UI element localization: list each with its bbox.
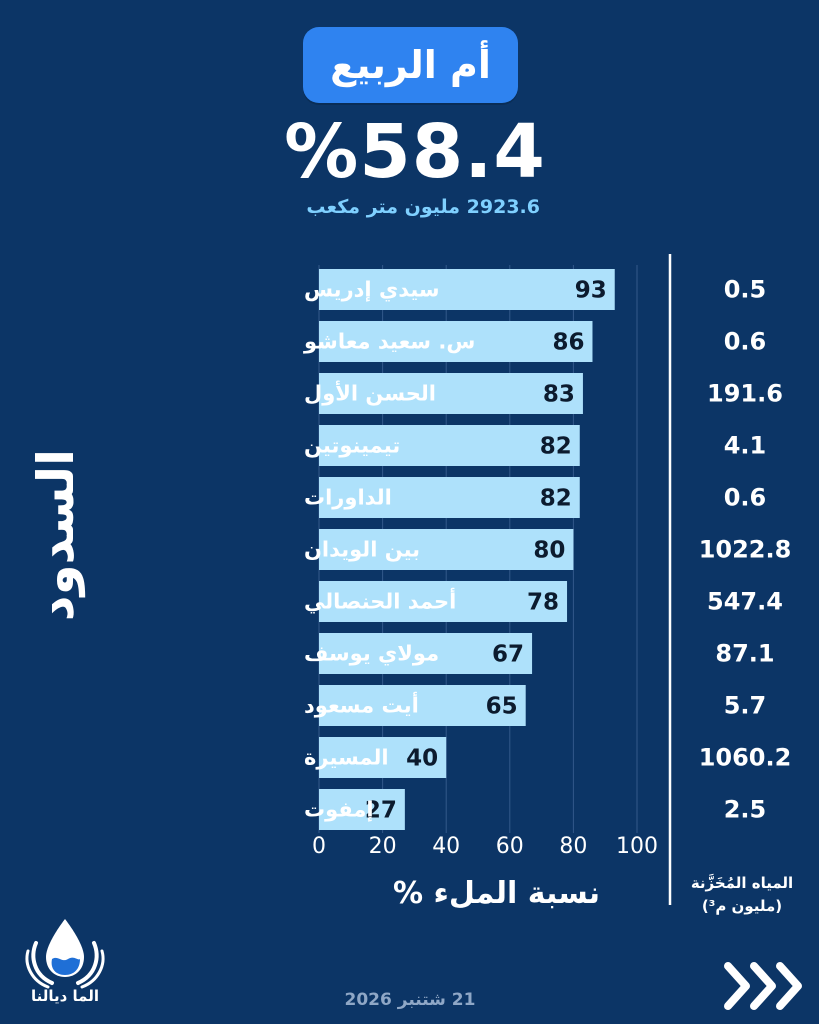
x-axis-label: نسبة الملء % xyxy=(393,876,600,911)
dam-name-label: إمفوت xyxy=(304,798,374,822)
bar xyxy=(319,685,526,726)
bar-value-label: 82 xyxy=(540,434,572,460)
dam-name-label: تيمينوتين xyxy=(304,434,400,458)
stored-water-column-title: المياه المُخَزَّنة (مليون م³) xyxy=(672,872,812,918)
stored-water-value: 1060.2 xyxy=(699,744,792,772)
dam-name-label: أيت مسعود xyxy=(304,691,419,718)
bar-value-label: 86 xyxy=(552,330,584,356)
bar-value-label: 65 xyxy=(486,694,518,720)
stored-water-title-line2: (مليون م³) xyxy=(701,897,783,915)
stored-water-value: 191.6 xyxy=(707,380,783,408)
stored-water-value: 0.6 xyxy=(724,328,767,356)
dam-name-label: أحمد الحنصالي xyxy=(304,587,456,614)
dam-name-label: س. سعيد معاشو xyxy=(303,330,475,354)
stored-volume: 2923.6 مليون متر مكعب xyxy=(306,196,540,218)
bar xyxy=(319,373,583,414)
date-label: 21 شتنبر 2026 xyxy=(344,990,476,1010)
bar xyxy=(319,789,405,830)
y-axis-label-wrap: السدود xyxy=(16,440,96,630)
triple-chevron-right-icon[interactable] xyxy=(722,960,808,1012)
bar-value-label: 82 xyxy=(540,486,572,512)
stored-water-value: 5.7 xyxy=(724,692,767,720)
x-tick-label: 0 xyxy=(312,834,326,859)
x-tick-label: 100 xyxy=(616,834,658,859)
bar xyxy=(319,269,615,310)
bar-value-label: 78 xyxy=(527,590,559,616)
stored-water-value: 4.1 xyxy=(724,432,767,460)
bar-value-label: 67 xyxy=(492,642,524,668)
stored-water-value: 1022.8 xyxy=(699,536,792,564)
bar xyxy=(319,425,580,466)
dam-name-label: الداورات xyxy=(304,486,392,510)
x-tick-label: 80 xyxy=(559,834,587,859)
dam-name-label: المسيرة xyxy=(304,746,389,770)
stored-water-value: 547.4 xyxy=(707,588,783,616)
stored-water-value: 87.1 xyxy=(715,640,774,668)
bar xyxy=(319,321,593,362)
fill-percentage: %58.4 xyxy=(284,109,546,195)
brand-name: الما ديالنا xyxy=(30,987,100,1005)
bar xyxy=(319,529,574,570)
water-drop-hands-icon xyxy=(25,919,105,989)
bar-value-label: 80 xyxy=(533,538,565,564)
bar xyxy=(319,581,568,622)
stored-water-value: 0.5 xyxy=(724,276,767,304)
stored-water-value: 0.6 xyxy=(724,484,767,512)
dam-name-label: بين الويدان xyxy=(304,538,420,562)
bar xyxy=(319,477,580,518)
stored-water-value: 2.5 xyxy=(724,796,767,824)
bar xyxy=(319,737,447,778)
x-tick-label: 60 xyxy=(496,834,524,859)
dam-name-label: الحسن الأول xyxy=(304,380,436,406)
y-axis-label: السدود xyxy=(27,448,86,622)
bar xyxy=(319,633,533,674)
dam-name-label: مولاي يوسف xyxy=(304,642,439,667)
dam-name-label: سيدي إدريس xyxy=(304,278,440,303)
bar-value-label: 93 xyxy=(575,278,607,304)
x-tick-label: 20 xyxy=(369,834,397,859)
bar-value-label: 27 xyxy=(365,798,397,824)
page-title: أم الربيع xyxy=(303,27,518,103)
x-tick-label: 40 xyxy=(432,834,460,859)
bar-value-label: 40 xyxy=(406,746,438,772)
bar-value-label: 83 xyxy=(543,382,575,408)
stored-water-title-line1: المياه المُخَزَّنة xyxy=(690,874,794,892)
brand-logo: الما ديالنا xyxy=(22,913,108,1013)
